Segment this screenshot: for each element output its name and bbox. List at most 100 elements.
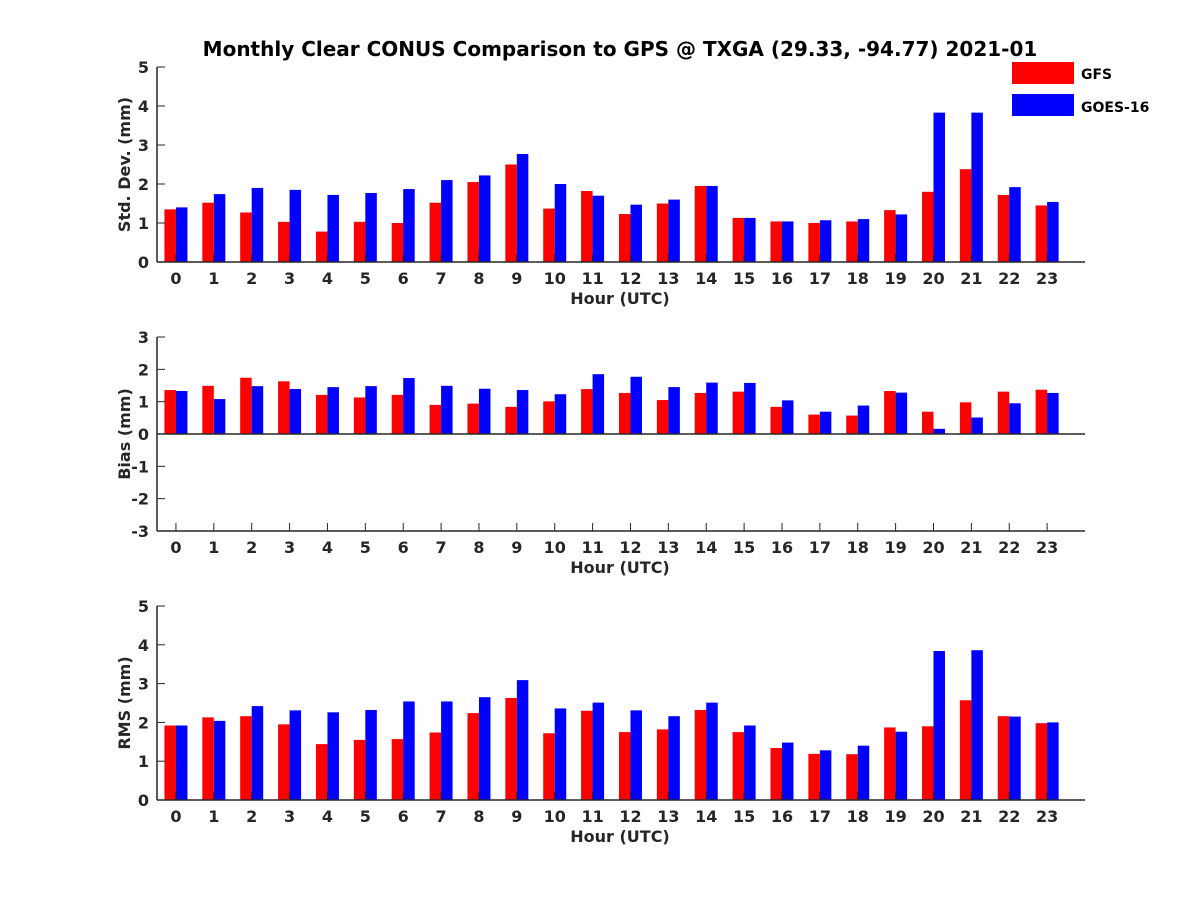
bar-gfs-hour-13: [656, 203, 669, 262]
bar-goes16-hour-7: [441, 385, 453, 434]
y-tick-label: 3: [138, 328, 149, 347]
x-tick-label: 10: [544, 269, 566, 288]
x-tick-label: 14: [695, 538, 717, 557]
bar-gfs-hour-17: [808, 414, 820, 434]
bar-goes16-hour-1: [213, 399, 226, 434]
bar-goes16-hour-22: [1009, 403, 1021, 434]
x-tick-label: 1: [208, 807, 219, 826]
x-tick-label: 4: [322, 807, 333, 826]
x-tick-label: 5: [360, 538, 371, 557]
bar-gfs-hour-10: [543, 401, 555, 434]
bar-gfs-hour-6: [391, 223, 404, 262]
bar-gfs-hour-9: [505, 697, 517, 800]
bar-gfs-hour-15: [732, 732, 745, 800]
bar-goes16-hour-10: [554, 394, 567, 434]
bar-gfs-hour-21: [959, 169, 972, 262]
bar-gfs-hour-2: [240, 212, 252, 262]
x-tick-label: 0: [170, 269, 181, 288]
x-tick-label: 17: [809, 807, 831, 826]
x-tick-label: 11: [581, 538, 603, 557]
bar-goes16-hour-9: [516, 390, 529, 434]
bar-gfs-hour-1: [202, 717, 214, 800]
x-tick-label: 19: [884, 269, 906, 288]
y-tick-label: 5: [138, 58, 149, 77]
x-tick-label: 16: [771, 807, 793, 826]
bar-goes16-hour-16: [781, 221, 794, 262]
y-tick-label: 2: [138, 713, 149, 732]
x-tick-label: 8: [473, 538, 484, 557]
bar-goes16-hour-20: [933, 651, 945, 800]
bar-goes16-hour-21: [971, 417, 983, 434]
bar-gfs-hour-23: [1035, 389, 1048, 434]
bar-goes16-hour-16: [781, 400, 794, 434]
bar-goes16-hour-15: [744, 725, 756, 800]
bar-goes16-hour-10: [554, 708, 567, 800]
bar-gfs-hour-19: [884, 391, 896, 434]
bar-gfs-hour-4: [315, 394, 328, 434]
bar-gfs-hour-15: [732, 391, 745, 434]
x-tick-label: 0: [170, 538, 181, 557]
bar-goes16-hour-3: [289, 389, 302, 434]
bar-goes16-hour-12: [630, 376, 642, 434]
bar-goes16-hour-7: [441, 701, 453, 800]
x-tick-label: 14: [695, 269, 717, 288]
x-tick-label: 19: [884, 807, 906, 826]
bar-gfs-hour-11: [581, 710, 593, 800]
bar-gfs-hour-3: [278, 381, 290, 434]
bar-gfs-hour-14: [694, 709, 707, 800]
y-tick-label: 0: [138, 425, 149, 444]
x-axis-label: Hour (UTC): [570, 827, 670, 846]
x-tick-label: 2: [246, 269, 257, 288]
x-tick-label: 10: [544, 807, 566, 826]
y-axis-label: Std. Dev. (mm): [115, 97, 134, 232]
bar-gfs-hour-18: [846, 221, 858, 262]
bar-goes16-hour-13: [668, 387, 680, 434]
bar-goes16-hour-21: [971, 650, 983, 800]
bar-gfs-hour-2: [240, 377, 252, 434]
bar-goes16-hour-5: [365, 709, 377, 800]
x-tick-label: 16: [771, 269, 793, 288]
x-tick-label: 20: [922, 807, 944, 826]
x-tick-label: 11: [581, 269, 603, 288]
x-tick-label: 16: [771, 538, 793, 557]
bar-goes16-hour-18: [857, 405, 870, 434]
x-tick-label: 5: [360, 269, 371, 288]
bar-goes16-hour-14: [706, 382, 718, 434]
bar-goes16-hour-18: [857, 219, 870, 262]
bar-goes16-hour-14: [706, 185, 718, 262]
bar-gfs-hour-13: [656, 729, 669, 800]
x-tick-label: 9: [511, 807, 522, 826]
bar-goes16-hour-17: [819, 750, 832, 800]
x-tick-label: 15: [733, 269, 755, 288]
bar-gfs-hour-7: [429, 404, 442, 434]
y-tick-label: 4: [138, 97, 149, 116]
bar-gfs-hour-11: [581, 191, 593, 262]
y-tick-label: 1: [138, 393, 149, 412]
x-tick-label: 13: [657, 807, 679, 826]
bar-goes16-hour-13: [668, 716, 680, 800]
bar-gfs-hour-3: [278, 724, 290, 800]
bar-goes16-hour-4: [327, 194, 339, 262]
bar-gfs-hour-17: [808, 753, 820, 800]
chart-title: Monthly Clear CONUS Comparison to GPS @ …: [203, 37, 1038, 61]
x-tick-label: 0: [170, 807, 181, 826]
legend-swatch-goes16: [1012, 94, 1074, 116]
x-tick-label: 21: [960, 269, 982, 288]
bar-goes16-hour-11: [592, 702, 605, 800]
bar-goes16-hour-8: [478, 175, 491, 262]
x-tick-label: 10: [544, 538, 566, 557]
x-tick-label: 5: [360, 807, 371, 826]
x-tick-label: 4: [322, 269, 333, 288]
x-tick-label: 18: [847, 807, 869, 826]
bar-goes16-hour-15: [744, 382, 756, 434]
bar-gfs-hour-22: [997, 716, 1010, 800]
x-tick-label: 3: [284, 807, 295, 826]
x-tick-label: 23: [1036, 807, 1058, 826]
bar-goes16-hour-10: [554, 184, 567, 262]
bar-goes16-hour-19: [895, 392, 908, 434]
x-tick-label: 2: [246, 807, 257, 826]
bar-gfs-hour-9: [505, 406, 517, 434]
y-tick-label: 4: [138, 636, 149, 655]
